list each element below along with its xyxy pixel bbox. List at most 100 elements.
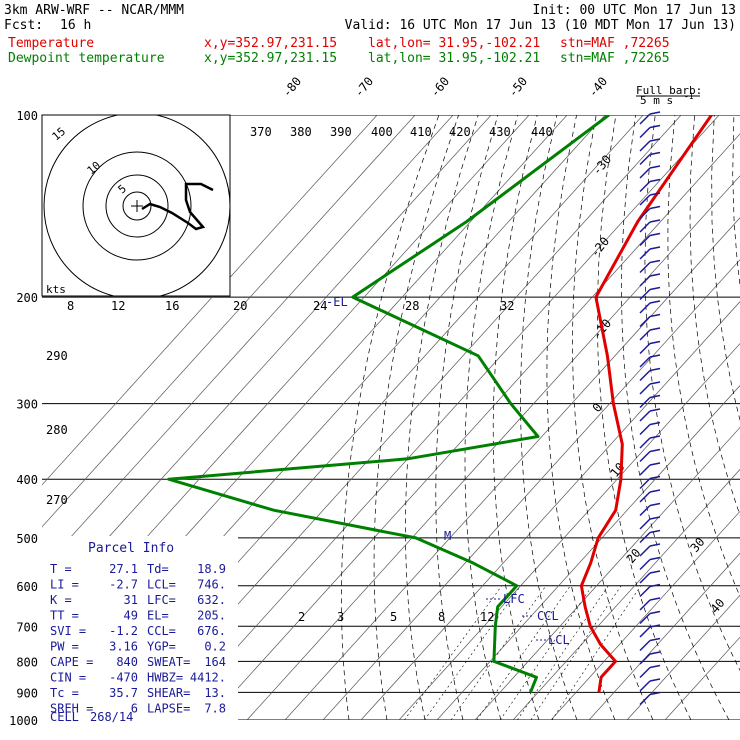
wind-barb <box>639 246 661 260</box>
hodograph-ring <box>122 191 152 221</box>
isotherm-label: -30 <box>590 152 615 178</box>
mixing-ratio-label: 32 <box>500 299 514 313</box>
pressure-tick-label: 900 <box>16 686 38 700</box>
theta-label: 270 <box>46 493 68 507</box>
parcel-key: SREH = <box>50 702 93 716</box>
wind-barb <box>639 610 661 625</box>
mixing-ratio-line <box>530 585 622 720</box>
parcel-info-row: PW = 3.16 YGP= 0.2 <box>50 640 226 654</box>
theta-e-label: 430 <box>489 125 511 139</box>
isotherm-label: 0 <box>590 400 605 415</box>
parcel-info-row: CIN = -470 HWBZ= 4412. <box>50 671 226 685</box>
parcel-value: 4412. <box>190 671 226 685</box>
wind-barb <box>639 678 661 692</box>
dry-adiabat <box>644 115 740 672</box>
isotherm-label: -40 <box>586 74 611 100</box>
parcel-value: 31 <box>124 593 138 607</box>
mixing-ratio-line <box>404 585 503 720</box>
dry-adiabat <box>667 115 740 598</box>
parcel-value: 18.9 <box>197 562 226 576</box>
hodograph-ring <box>82 151 192 261</box>
mixing-ratio-line <box>551 585 642 720</box>
dry-adiabat <box>492 115 540 720</box>
sounding-annotations: -EL M LFC CCL LCL <box>326 295 570 647</box>
wind-barb <box>639 394 661 409</box>
isotherm <box>398 343 740 720</box>
parcel-key: CCL= <box>147 624 176 638</box>
profiles <box>167 115 713 693</box>
dewpoint-legend: Dewpoint temperature <box>8 51 165 66</box>
parcel-info-panel: Parcel Info T = 27.1 Td= 18.9 LI = -2.7 LCL= 74… <box>42 536 238 724</box>
dry-adiabat <box>520 115 578 720</box>
parcel-value: 205. <box>197 609 226 623</box>
wind-barb <box>639 651 661 665</box>
parcel-key: SHEAR= <box>147 686 190 700</box>
wind-barb <box>639 178 661 193</box>
parcel-key: LAPSE= <box>147 702 190 716</box>
isotherm <box>474 426 740 720</box>
wind-barb <box>639 300 661 314</box>
parcel-value: 49 <box>124 609 138 623</box>
wind-barb <box>639 219 661 233</box>
parcel-value: 164 <box>204 655 226 669</box>
parcel-value: 7.8 <box>204 702 226 716</box>
pressure-tick-label: 800 <box>16 655 38 669</box>
wind-barb <box>639 583 661 598</box>
fcst-value: 16 h <box>60 18 91 33</box>
barb-key-line2: 5 m s <box>640 94 673 107</box>
wind-barbs: Full barb: 5 m s -1 <box>636 84 702 706</box>
dry-adiabat <box>732 115 740 289</box>
wind-barb <box>639 421 661 436</box>
wind-barb <box>639 151 661 166</box>
pressure-tick-label: 300 <box>16 398 38 412</box>
parcel-value: -2.7 <box>109 578 138 592</box>
wind-barb <box>639 691 661 706</box>
mixing-ratio-line <box>499 585 593 720</box>
dry-adiabat <box>689 115 740 517</box>
pressure-tick-label: 400 <box>16 473 38 487</box>
parcel-value: 632. <box>197 593 226 607</box>
theta-e-label: 390 <box>330 125 352 139</box>
parcel-value: -1.2 <box>109 624 138 638</box>
wind-barb <box>639 232 661 247</box>
parcel-info-row: TT = 49 EL= 205. <box>50 609 226 623</box>
wind-barb <box>639 111 661 125</box>
wind-barb <box>639 556 661 571</box>
mixing-ratio-label: 3 <box>337 610 344 624</box>
m-label: M <box>444 529 451 543</box>
dewpoint-xy: x,y=352.97,231.15 <box>204 51 337 66</box>
temperature-profile <box>579 115 713 693</box>
wind-barb <box>639 637 661 652</box>
parcel-key: Td= <box>147 562 169 576</box>
parcel-info-row: LI = -2.7 LCL= 746. <box>50 578 226 592</box>
theta-e-label: 380 <box>290 125 312 139</box>
pressure-tick-label: 100 <box>16 109 38 123</box>
parcel-info-background <box>42 536 238 720</box>
lcl-label: LCL <box>548 633 570 647</box>
parcel-value: 0.2 <box>204 640 226 654</box>
mixing-ratio-label: 20 <box>233 299 247 313</box>
mixing-ratio-label: 12 <box>111 299 125 313</box>
wind-barb <box>639 259 661 274</box>
theta-label: 290 <box>46 349 68 363</box>
temperature-xy: x,y=352.97,231.15 <box>204 36 337 51</box>
parcel-key: SWEAT= <box>147 655 190 669</box>
dewpoint-station: stn=MAF ,72265 <box>560 51 670 66</box>
parcel-info-rows: T = 27.1 Td= 18.9 LI = -2.7 LCL= 746. K = 31 LFC= 6… <box>50 562 226 716</box>
parcel-info-title: Parcel Info <box>88 541 174 556</box>
wind-barb <box>639 624 661 638</box>
parcel-info-row: SREH = 6 LAPSE= 7.8 <box>50 702 226 716</box>
parcel-value: 840 <box>116 655 138 669</box>
mixing-ratio-label: 24 <box>313 299 327 313</box>
mixing-ratio-label: 12 <box>480 610 494 624</box>
isotherm <box>360 301 740 720</box>
parcel-info-row: Tc = 35.7 SHEAR= 13. <box>50 686 226 700</box>
pressure-tick-label: 600 <box>16 580 38 594</box>
dry-adiabat <box>464 115 518 720</box>
parcel-key: HWBZ= <box>147 671 183 685</box>
wind-barb <box>639 354 661 368</box>
wind-barb <box>639 462 661 476</box>
parcel-key: LI = <box>50 578 79 592</box>
